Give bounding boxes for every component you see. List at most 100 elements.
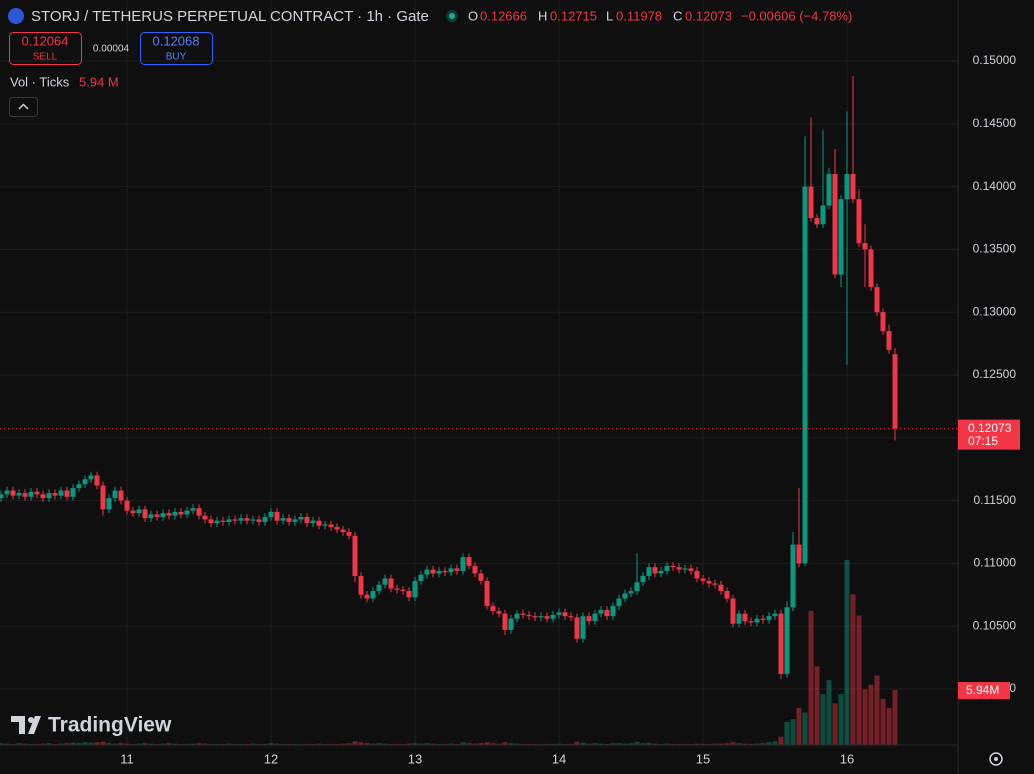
candle-body: [16, 493, 22, 496]
candle-body: [304, 516, 310, 524]
candle-body: [748, 621, 754, 623]
candle-body: [484, 580, 490, 607]
volume-bar: [124, 743, 130, 745]
collapse-icon[interactable]: [18, 103, 29, 110]
candle-body: [124, 500, 130, 511]
candle-body: [460, 557, 466, 571]
ohlc-label: C: [673, 8, 682, 23]
volume-bar: [22, 743, 28, 745]
volume-bar: [694, 743, 700, 745]
candle-body: [340, 529, 346, 532]
candle-body: [178, 511, 184, 515]
candle-body: [46, 493, 52, 499]
buy-price[interactable]: 0.12068: [153, 33, 200, 48]
volume-bar: [514, 743, 520, 745]
candle-body: [418, 574, 424, 581]
candle-body: [634, 582, 640, 592]
volume-bar: [880, 698, 886, 745]
ohlc-value: 0.12666: [480, 8, 527, 23]
collapse-button[interactable]: [9, 97, 38, 117]
volume-bar: [430, 743, 436, 745]
x-tick-label: 11: [120, 751, 134, 766]
volume-bar: [448, 743, 454, 745]
candle-body: [160, 513, 166, 517]
volume-bar: [526, 743, 532, 745]
candle-body: [22, 493, 28, 497]
candle-body: [472, 565, 478, 574]
volume-bar: [766, 742, 772, 745]
volume-bar: [556, 743, 562, 745]
candle-body: [358, 575, 364, 595]
change: −0.00606 (−4.78%): [741, 8, 852, 23]
candle-body: [262, 516, 268, 522]
volume-bar: [202, 743, 208, 745]
candle-body: [280, 518, 286, 521]
axis-layer: 0.100000.105000.110000.115000.120000.125…: [120, 53, 1020, 766]
candle-body: [802, 186, 808, 564]
candle-body: [202, 515, 208, 520]
volume-bar: [754, 743, 760, 745]
y-tick-label: 0.14500: [973, 116, 1017, 130]
volume-bar: [250, 743, 256, 745]
candle-body: [502, 613, 508, 630]
candle-body: [382, 578, 388, 585]
candle-body: [406, 591, 412, 598]
candle-body: [856, 199, 862, 244]
x-tick-label: 15: [696, 751, 710, 766]
volume-bar: [586, 743, 592, 745]
volume-bar: [682, 743, 688, 745]
volume-value: 5.94 M: [79, 74, 119, 89]
volume-bar: [778, 736, 784, 745]
volume-bar: [718, 743, 724, 745]
volume-bar: [856, 615, 862, 745]
candle-body: [220, 520, 226, 522]
candle-body: [832, 174, 838, 275]
candle-body: [562, 612, 568, 617]
candle-body: [862, 243, 868, 250]
volume-bar: [826, 680, 832, 745]
brand: TradingView: [48, 714, 172, 737]
sell-button[interactable]: [9, 32, 82, 65]
candle-body: [298, 516, 304, 520]
volume-bar: [640, 743, 646, 745]
volume-bar: [82, 742, 88, 745]
sell-price[interactable]: 0.12064: [22, 33, 69, 48]
volume-bar: [196, 743, 202, 745]
candle-body: [730, 598, 736, 624]
volume-bar: [304, 743, 310, 745]
volume-bar: [838, 694, 844, 745]
candle-body: [520, 613, 526, 615]
candle-body: [526, 614, 532, 617]
candle-body: [364, 594, 370, 599]
volume-bar: [316, 743, 322, 745]
buy-button[interactable]: [140, 32, 213, 65]
volume-bar: [796, 708, 802, 745]
settings-icon[interactable]: [989, 752, 1003, 766]
sell-label[interactable]: SELL: [33, 52, 58, 63]
volume-bar: [160, 743, 166, 745]
volume-bar: [712, 743, 718, 745]
x-tick-label: 12: [264, 751, 278, 766]
volume-bar: [478, 743, 484, 745]
candle-body: [760, 618, 766, 620]
volume-bar: [472, 743, 478, 745]
volume-bar: [652, 743, 658, 745]
candle-body: [778, 613, 784, 674]
volume-bar: [136, 743, 142, 745]
candle-body: [436, 570, 442, 574]
buy-label[interactable]: BUY: [166, 52, 187, 63]
volume-bar: [0, 743, 4, 745]
volume-bar: [670, 743, 676, 745]
candle-body: [490, 606, 496, 612]
volume-bar: [892, 690, 898, 745]
candle-body: [556, 612, 562, 615]
candle-body: [346, 531, 352, 536]
chart-title: STORJ / TETHERUS PERPETUAL CONTRACT · 1h…: [31, 8, 429, 25]
candle-body: [112, 490, 118, 499]
volume-title: Vol · Ticks: [10, 74, 70, 89]
settings-icon[interactable]: [994, 757, 998, 761]
volume-bar: [358, 742, 364, 745]
candle-body: [514, 613, 520, 619]
